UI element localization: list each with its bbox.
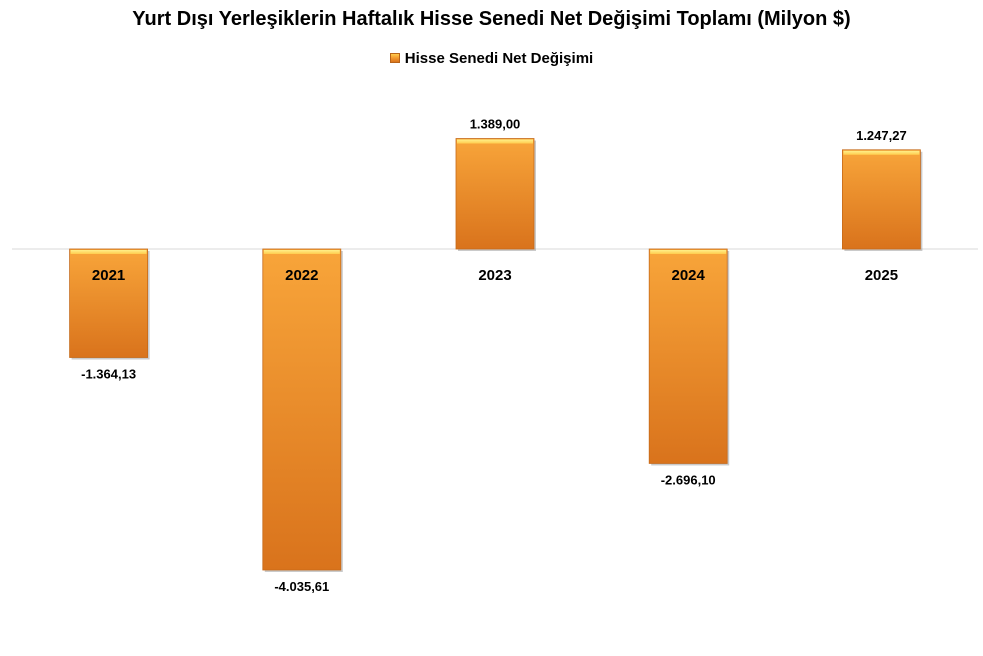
bar-2025 (842, 149, 921, 250)
bar-2023 (455, 138, 535, 250)
category-label-2024: 2024 (672, 267, 706, 284)
bar-cap (457, 139, 533, 144)
data-label-2022: -4.035,61 (274, 579, 329, 594)
category-label-2022: 2022 (285, 267, 318, 284)
bar-cap (70, 250, 147, 254)
category-label-2023: 2023 (478, 267, 511, 284)
chart-title: Yurt Dışı Yerleşiklerin Haftalık Hisse S… (132, 8, 851, 30)
category-label-2021: 2021 (92, 267, 125, 284)
bar-2024 (648, 248, 728, 464)
category-label-2025: 2025 (865, 267, 898, 284)
bars-group: -1.364,13 2021 -4.035,61 2022 1.389,00 2023 -2… (69, 117, 923, 594)
bar-cap (650, 250, 727, 254)
bar-cap (263, 250, 340, 254)
data-label-2023: 1.389,00 (470, 117, 521, 132)
data-label-2024: -2.696,10 (661, 472, 716, 487)
bar-2021 (69, 248, 148, 358)
legend: Hisse Senedi Net Değişimi (0, 50, 983, 67)
legend-label: Hisse Senedi Net Değişimi (404, 50, 594, 67)
legend-swatch (389, 53, 400, 63)
data-label-2021: -1.364,13 (81, 367, 136, 382)
data-label-2025: 1.247,27 (856, 128, 907, 143)
bar-2022 (262, 248, 342, 571)
bar-cap (843, 150, 920, 155)
